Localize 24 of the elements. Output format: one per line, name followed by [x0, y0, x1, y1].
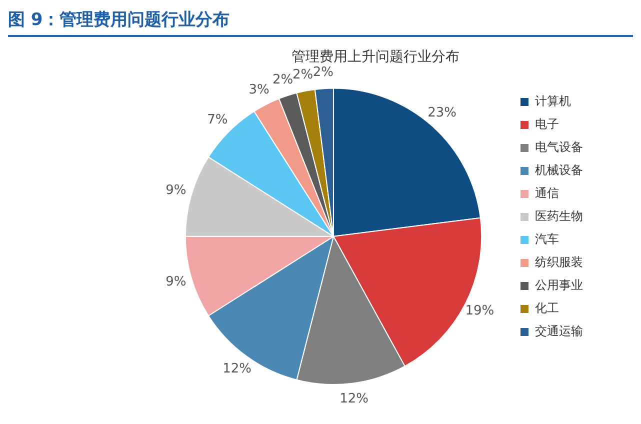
data-label: 23%	[428, 106, 456, 121]
data-label: 12%	[340, 392, 369, 407]
data-label: 7%	[207, 112, 228, 128]
legend-label: 电气设备	[535, 140, 583, 154]
data-label: 3%	[248, 82, 270, 98]
legend-label: 医药生物	[535, 209, 583, 224]
legend-label: 计算机	[535, 94, 571, 108]
data-label: 12%	[222, 362, 252, 377]
legend-label: 机械设备	[535, 163, 583, 178]
data-label: 2%	[272, 72, 294, 88]
data-label: 9%	[166, 274, 186, 290]
legend-label: 化工	[535, 301, 559, 316]
legend-label: 通信	[535, 186, 559, 200]
chart-title: 图 9：管理费用问题行业分布	[8, 8, 633, 37]
legend-label: 纺织服装	[535, 255, 583, 270]
data-label: 2%	[292, 68, 314, 83]
data-label: 19%	[465, 303, 494, 318]
data-label: 9%	[166, 182, 186, 198]
legend-label: 公用事业	[535, 278, 583, 292]
chart-subtitle: 管理费用上升问题行业分布	[292, 49, 460, 66]
legend-label: 汽车	[535, 232, 559, 246]
data-label: 2%	[312, 65, 334, 80]
legend-label: 交通运输	[535, 324, 583, 338]
legend-label: 电子	[535, 117, 559, 132]
